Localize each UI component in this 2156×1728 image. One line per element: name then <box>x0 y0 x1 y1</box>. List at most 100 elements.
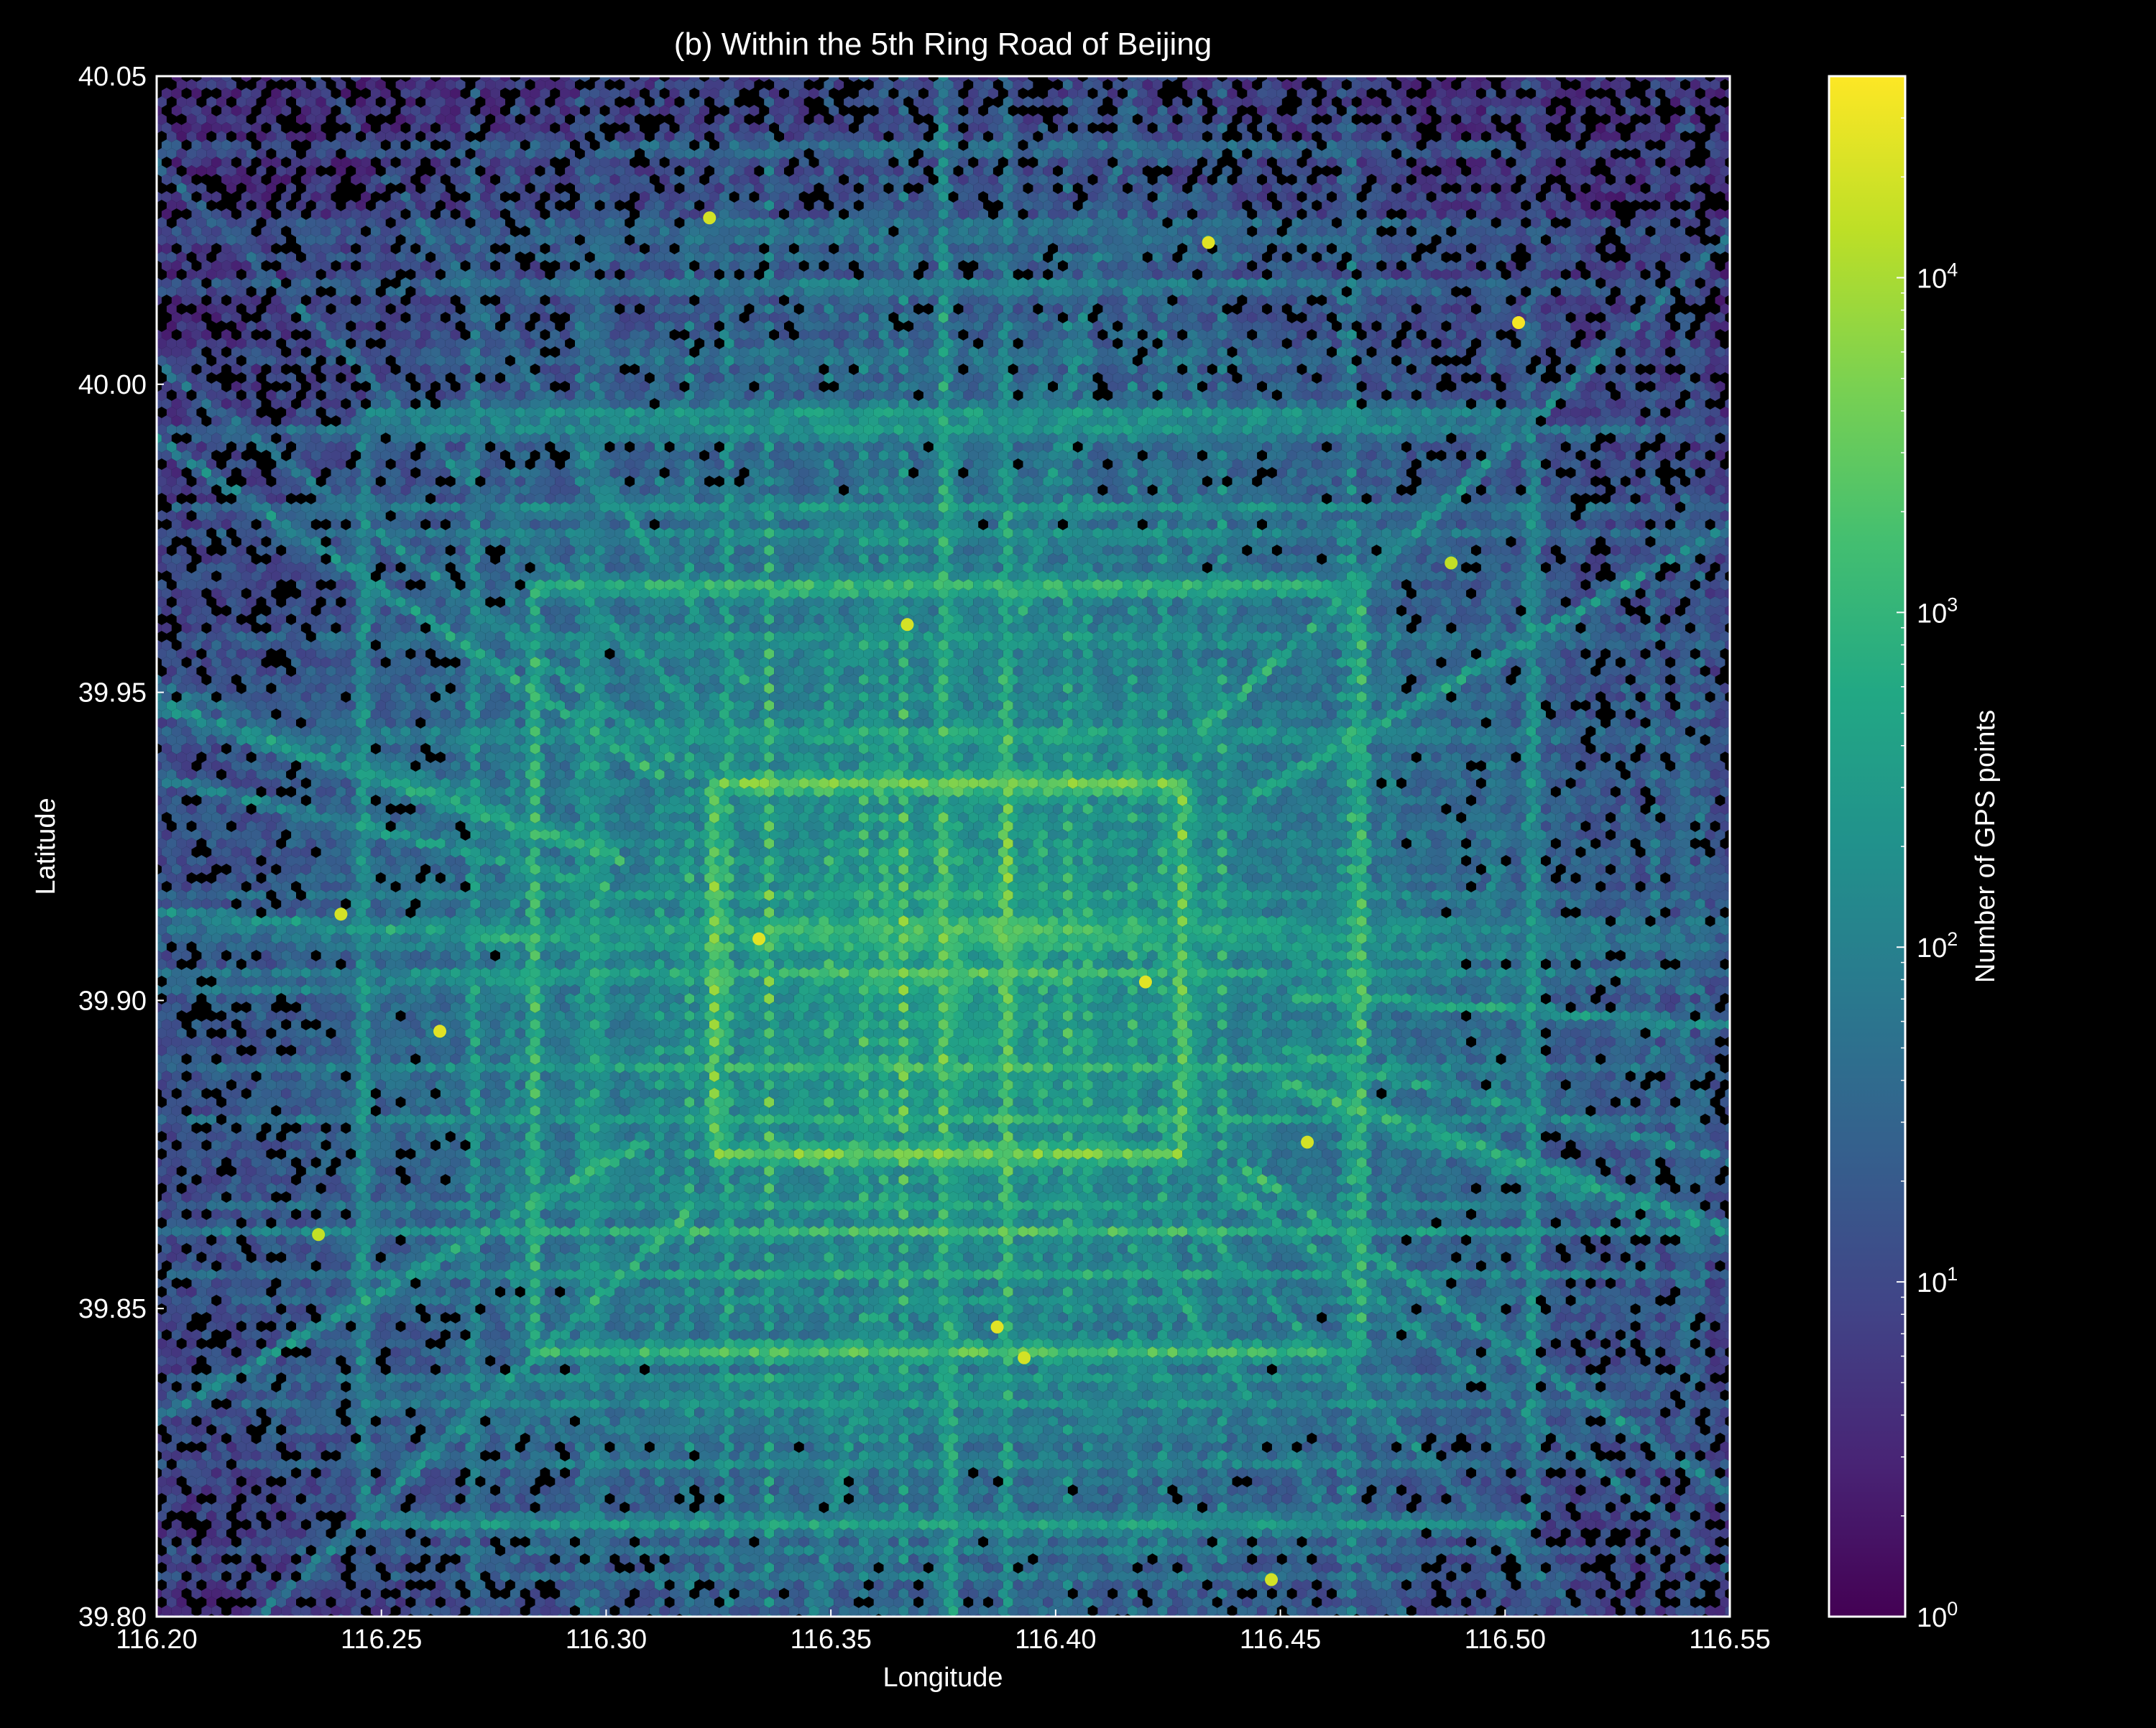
hexbin-cell <box>594 79 605 91</box>
hexbin-cell <box>1441 96 1452 108</box>
hexbin-cell <box>749 76 760 82</box>
hexbin-cell <box>1575 76 1586 82</box>
hexbin-cell <box>196 79 207 91</box>
hexbin-cell <box>933 79 944 91</box>
hexbin-cell <box>1356 105 1367 116</box>
hexbin-cell <box>310 88 321 99</box>
hexbin-cell <box>1296 105 1307 116</box>
hexbin-cell <box>769 105 779 116</box>
hexbin-cell <box>793 79 804 91</box>
hexbin-cell <box>1386 105 1397 116</box>
hexbin-cell <box>171 76 182 82</box>
hexbin-cell <box>231 105 241 116</box>
hexbin-cell <box>640 76 650 82</box>
hexbin-cell <box>1003 96 1013 108</box>
hexbin-cell <box>788 105 799 116</box>
hexbin-cell <box>410 88 421 99</box>
hexbin-cell <box>1276 88 1287 99</box>
hexbin-cell <box>1227 105 1238 116</box>
hexbin-cell <box>709 76 719 82</box>
hexbin-cell <box>1730 217 1740 228</box>
hexbin-cell <box>1526 105 1537 116</box>
hexbin-cell <box>490 88 500 99</box>
hexbin-cell <box>798 76 809 82</box>
hexbin-cell <box>968 76 979 82</box>
hexbin-cell <box>625 79 635 91</box>
hexbin-cell <box>1327 76 1337 82</box>
hexbin-cell <box>525 96 535 108</box>
hexbin-cell <box>196 114 207 125</box>
hexbin-cell <box>495 96 505 108</box>
hexbin-cell <box>1740 217 1750 228</box>
hexbin-cell <box>1496 105 1506 116</box>
hexbin-cell <box>157 114 167 125</box>
hexbin-cell <box>1152 96 1163 108</box>
hexbin-cell <box>370 105 381 116</box>
hexbin-cell <box>530 76 540 82</box>
hexbin-cell <box>1461 96 1471 108</box>
hexbin-cell <box>1645 105 1656 116</box>
hexbin-cell <box>1271 96 1282 108</box>
hexbin-cell <box>241 105 252 116</box>
hexbin-cell <box>1247 88 1258 99</box>
hexbin-cell <box>1735 208 1745 220</box>
hexbin-cell <box>1740 148 1750 160</box>
hexbin-cell <box>1446 88 1457 99</box>
hexbin-cell <box>1725 105 1730 116</box>
hexbin-cell <box>560 105 570 116</box>
hexbin-cell <box>1396 105 1406 116</box>
hexbin-cell <box>659 105 670 116</box>
hexbin-cell <box>1123 96 1133 108</box>
hexbin-cell <box>988 88 998 99</box>
hexbin-cell <box>878 105 889 116</box>
hexbin-cell <box>893 79 904 91</box>
hexbin-cell <box>669 88 680 99</box>
hexbin-cell <box>674 79 685 91</box>
hexbin-cell <box>1536 88 1546 99</box>
hexbin-cell <box>300 105 311 116</box>
hexbin-cell <box>256 79 267 91</box>
hexbin-cell <box>609 88 620 99</box>
hexbin-cell <box>1700 79 1710 91</box>
hexbin-cell <box>1436 88 1447 99</box>
hexbin-cell <box>415 114 426 125</box>
hexbin-cell <box>873 96 884 108</box>
hexbin-cell <box>1740 200 1750 211</box>
hexbin-cell <box>1730 286 1740 297</box>
hexbin-cell <box>1740 251 1750 263</box>
hexbin-cell <box>669 76 680 82</box>
hexbin-cell <box>480 88 491 99</box>
hexbin-cell <box>331 76 341 82</box>
hexbin-cell <box>1521 96 1531 108</box>
hexbin-cell <box>1118 105 1128 116</box>
hexbin-cell <box>619 76 630 82</box>
hexbin-cell <box>1580 79 1591 91</box>
hexbin-cell <box>575 96 585 108</box>
hexbin-cell <box>1730 355 1740 366</box>
hexbin-cell <box>1555 105 1566 116</box>
hexbin-cell <box>176 96 187 108</box>
hexbin-cell <box>1426 76 1437 82</box>
hexbin-cell <box>420 76 431 82</box>
hexbin-cell <box>405 96 416 108</box>
hexbin-cell <box>719 88 729 99</box>
hexbin-cell <box>1222 79 1233 91</box>
hexbin-cell <box>1008 88 1018 99</box>
hexbin-cell <box>1366 105 1377 116</box>
hexbin-cell <box>315 79 326 91</box>
hexbin-cell <box>236 96 247 108</box>
hexbin-cell <box>380 105 391 116</box>
hexbin-cell <box>1575 88 1586 99</box>
hexbin-cell <box>1491 96 1501 108</box>
hexbin-cell <box>485 79 496 91</box>
hexbin-cell <box>1625 105 1636 116</box>
chart-title: (b) Within the 5th Ring Road of Beijing <box>674 27 1212 62</box>
hexbin-cell <box>356 114 366 125</box>
hexbin-cell <box>1715 76 1726 82</box>
hexbin-cell <box>1740 165 1750 177</box>
hexbin-cell <box>1611 79 1621 91</box>
hexbin-cell <box>445 114 456 125</box>
hexbin-cell <box>1466 105 1476 116</box>
hexbin-cell <box>216 96 226 108</box>
hexbin-cell <box>1546 88 1556 99</box>
